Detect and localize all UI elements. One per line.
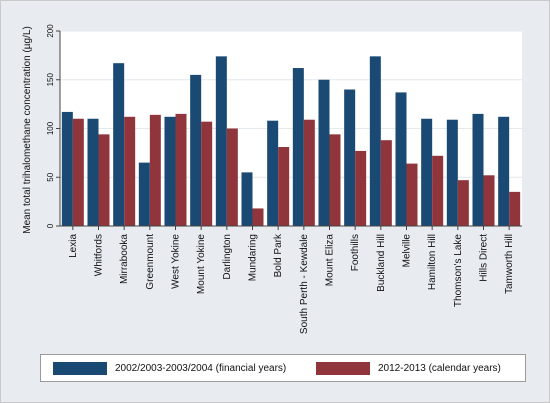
legend-item-series-1: 2002/2003-2003/2004 (financial years) [53,360,286,376]
bar-series-1-12 [369,56,381,226]
y-tick-label: 150 [46,73,55,87]
bar-series-1-6 [215,56,227,226]
bar-series-2-1 [98,134,110,226]
x-tick-label: Buckland Hill [376,234,387,292]
legend: 2002/2003-2003/2004 (financial years) 20… [40,354,526,382]
bar-series-1-3 [138,162,150,227]
bar-series-2-11 [355,150,367,226]
gridlines [60,30,522,178]
bar-series-1-9 [292,68,304,226]
x-axis: Lexia Whitfords Mirrabooka Greenmount West Y… [60,225,522,334]
bar-series-1-8 [267,120,279,226]
bar-series-1-2 [113,63,125,227]
bar-series-2-4 [175,113,187,226]
legend-swatch-series-1 [53,361,107,375]
x-tick-label: Mirrabooka [119,234,130,284]
bar-series-2-6 [226,128,238,226]
bar-series-2-2 [124,116,136,226]
bar-series-2-16 [483,175,495,226]
bar-series-2-0 [72,118,84,226]
x-tick-label: Darlington [222,234,233,280]
y-axis: 0 50 100 150 200 [46,24,61,228]
x-tick-label: Hills Direct [479,234,490,282]
bar-series-2-10 [329,134,341,226]
bar-series-1-13 [395,92,407,226]
bar-series-1-17 [498,116,510,226]
bar-series-2-9 [303,119,315,226]
y-tick-label: 50 [46,172,55,181]
bar-series-1-4 [164,116,176,226]
x-tick-label: Greenmount [145,234,156,290]
x-tick-label: Thomson's Lake [453,234,464,307]
bar-series-2-13 [406,163,418,226]
x-tick-label: Foothills [350,234,361,271]
x-tick-label: South Perth - Kewdale [299,234,310,334]
bar-series-1-1 [87,118,99,226]
x-tick-label: Mundaring [248,234,259,281]
y-tick-label: 0 [46,223,55,228]
x-tick-label: Whitfords [94,234,105,276]
bar-series-1-11 [344,89,356,226]
bar-series-1-15 [446,119,458,226]
bar-series-1-16 [472,113,484,226]
x-tick-label: Lexia [68,234,79,258]
bar-series-1-5 [190,74,202,227]
y-tick-label: 200 [46,24,55,38]
bar-series-1-7 [241,172,253,227]
x-tick-label: Hamilton Hill [427,234,438,290]
legend-label-series-1: 2002/2003-2003/2004 (financial years) [115,362,287,374]
bar-series-1-0 [61,111,73,226]
x-tick-label: Mount Eliza [325,234,336,287]
x-tick-label: Bold Park [273,233,284,277]
bar-series-2-14 [432,155,444,226]
bar-series-2-7 [252,208,264,226]
x-tick-label: Melville [402,234,413,268]
x-tick-label: Mount Yokine [196,234,207,294]
bar-series-2-5 [201,121,213,226]
bar-series-2-3 [149,114,161,226]
legend-swatch-series-2 [316,361,370,375]
y-axis-label: Mean total trihalomethane concentration … [22,26,33,234]
bar-series-2-15 [457,180,469,226]
x-tick-label: West Yokine [171,234,182,289]
bar-series-2-12 [380,140,392,226]
y-tick-label: 100 [46,121,55,135]
bar-series-2-8 [278,147,290,226]
bar-series-2-17 [509,191,521,227]
bar-series-1-14 [421,118,433,226]
bars [61,56,521,227]
legend-item-series-2: 2012-2013 (calendar years) [316,360,501,376]
x-tick-label: Tamworth Hill [504,234,515,294]
bar-series-1-10 [318,79,330,226]
legend-label-series-2: 2012-2013 (calendar years) [378,362,501,374]
